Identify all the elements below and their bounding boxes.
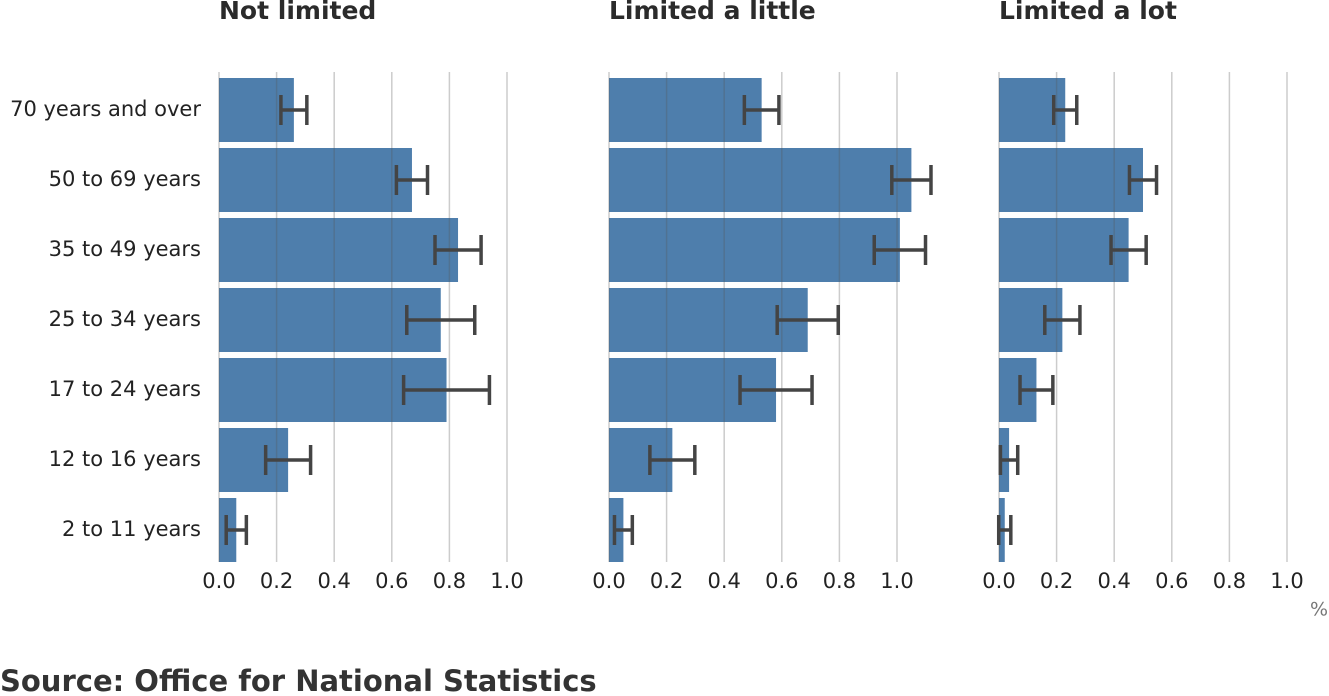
- error-bar: [775, 305, 840, 335]
- x-tick-label: 0.2: [260, 569, 293, 593]
- panel-title: Limited a little: [609, 0, 816, 25]
- error-bar: [648, 445, 697, 475]
- error-bar: [872, 235, 928, 265]
- bar: [609, 148, 912, 212]
- error-bar: [1109, 235, 1148, 265]
- bar: [609, 218, 900, 282]
- error-bar: [224, 515, 249, 545]
- error-bar: [738, 375, 814, 405]
- error-bar: [394, 165, 430, 195]
- unit-label: %: [1310, 599, 1328, 621]
- error-bar: [890, 165, 933, 195]
- x-tick-label: 0.2: [650, 569, 683, 593]
- x-tick-label: 0.0: [592, 569, 625, 593]
- y-tick-label: 17 to 24 years: [49, 377, 201, 401]
- error-bar: [1043, 305, 1082, 335]
- y-tick-label: 50 to 69 years: [49, 167, 201, 191]
- error-bar: [1051, 95, 1079, 125]
- error-bar: [401, 375, 492, 405]
- x-tick-label: 0.8: [1213, 569, 1246, 593]
- error-bar: [433, 235, 483, 265]
- y-tick-label: 25 to 34 years: [49, 307, 201, 331]
- panel-title: Limited a lot: [999, 0, 1177, 25]
- error-bar: [1018, 375, 1055, 405]
- panel-title: Not limited: [219, 0, 376, 25]
- x-tick-label: 0.8: [823, 569, 856, 593]
- x-tick-label: 0.8: [433, 569, 466, 593]
- bar: [219, 148, 412, 212]
- x-tick-label: 0.0: [202, 569, 235, 593]
- x-tick-label: 0.2: [1040, 569, 1073, 593]
- x-tick-label: 1.0: [490, 569, 523, 593]
- error-bar: [612, 515, 635, 545]
- x-tick-label: 1.0: [1270, 569, 1303, 593]
- y-tick-label: 70 years and over: [10, 97, 201, 121]
- x-tick-label: 0.6: [765, 569, 798, 593]
- bar: [609, 78, 762, 142]
- bar: [219, 218, 459, 282]
- x-tick-label: 0.4: [317, 569, 350, 593]
- x-tick-label: 0.0: [982, 569, 1015, 593]
- source: Source: Office for National Statistics: [0, 664, 597, 696]
- bar: [609, 288, 808, 352]
- y-tick-label: 2 to 11 years: [62, 517, 201, 541]
- x-tick-label: 0.4: [707, 569, 740, 593]
- error-bar: [996, 515, 1013, 545]
- bar: [999, 218, 1129, 282]
- x-tick-label: 0.6: [375, 569, 408, 593]
- error-bar: [998, 445, 1020, 475]
- error-bar: [405, 305, 477, 335]
- error-bar: [1127, 165, 1159, 195]
- x-tick-label: 0.6: [1155, 569, 1188, 593]
- x-tick-label: 1.0: [880, 569, 913, 593]
- error-bar: [263, 445, 313, 475]
- x-tick-label: 0.4: [1097, 569, 1130, 593]
- error-bar: [279, 95, 309, 125]
- bar: [999, 148, 1143, 212]
- bar: [219, 288, 441, 352]
- y-tick-label: 35 to 49 years: [49, 237, 201, 261]
- error-bar: [742, 95, 781, 125]
- y-tick-label: 12 to 16 years: [49, 447, 201, 471]
